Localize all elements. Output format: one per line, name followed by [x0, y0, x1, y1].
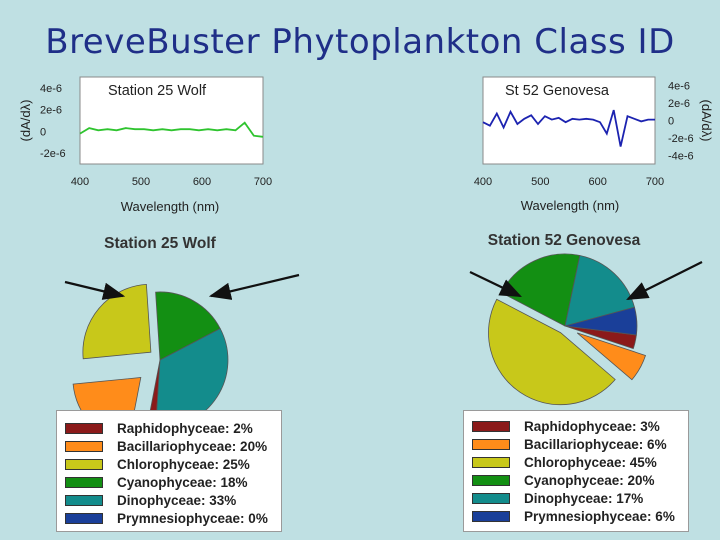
- legend-label: Raphidophyceae: 2%: [117, 420, 253, 436]
- y-tick-label: 4e-6: [40, 83, 62, 95]
- legend-label: Prymnesiophyceae: 0%: [117, 510, 268, 526]
- legend-item: Bacillariophyceae: 6%: [472, 435, 688, 453]
- legend-label: Chlorophyceae: 25%: [117, 456, 250, 472]
- legend-item: Chlorophyceae: 45%: [472, 453, 688, 471]
- legend-label: Bacillariophyceae: 20%: [117, 438, 268, 454]
- x-tick-label: 600: [193, 176, 211, 188]
- x-tick-label: 600: [588, 176, 606, 188]
- legend-label: Dinophyceae: 17%: [524, 490, 644, 506]
- legend-swatch: [472, 474, 510, 486]
- slide-title: BreveBuster Phytoplankton Class ID: [45, 22, 675, 62]
- pie-slice-chlorophyceae: [82, 283, 152, 360]
- legend-label: Chlorophyceae: 45%: [524, 454, 657, 470]
- y-tick-label: 0: [40, 126, 46, 138]
- pie-slice-prymnesiophyceae: [564, 306, 638, 336]
- x-tick-label: 500: [132, 176, 150, 188]
- legend-swatch: [472, 456, 510, 468]
- legend-swatch: [65, 494, 103, 506]
- y-axis-label: (dA/dλ): [18, 100, 33, 142]
- pie-legend-station-25: Raphidophyceae: 2% Bacillariophyceae: 20%…: [56, 410, 282, 532]
- plot-area: [79, 76, 264, 165]
- pie-title: Station 25 Wolf: [104, 235, 217, 252]
- y-tick-label: 2e-6: [668, 98, 690, 110]
- legend-item: Prymnesiophyceae: 0%: [65, 509, 281, 527]
- x-tick-label: 700: [254, 176, 272, 188]
- pie-legend-station-52: Raphidophyceae: 3% Bacillariophyceae: 6% C…: [463, 410, 689, 532]
- legend-swatch: [65, 512, 103, 524]
- legend-item: Prymnesiophyceae: 6%: [472, 507, 688, 525]
- legend-item: Raphidophyceae: 3%: [472, 417, 688, 435]
- pie-slice-cyanophyceae: [155, 291, 221, 361]
- x-tick-label: 700: [646, 176, 664, 188]
- chart-title: St 52 Genovesa: [505, 83, 610, 99]
- x-tick-label: 500: [531, 176, 549, 188]
- chart-title: Station 25 Wolf: [108, 83, 207, 99]
- y-axis-label: (dA/dλ): [699, 100, 714, 142]
- x-axis-label: Wavelength (nm): [121, 199, 220, 214]
- pointer-arrow: [626, 261, 703, 300]
- legend-item: Dinophyceae: 17%: [472, 489, 688, 507]
- y-tick-label: 0: [668, 116, 674, 128]
- y-tick-label: -2e-6: [40, 148, 66, 160]
- legend-swatch: [472, 492, 510, 504]
- pointer-arrow: [64, 280, 126, 300]
- y-tick-label: -4e-6: [668, 150, 694, 162]
- legend-item: Raphidophyceae: 2%: [65, 419, 281, 437]
- legend-swatch: [65, 476, 103, 488]
- pie-title: Station 52 Genovesa: [488, 232, 641, 249]
- legend-item: Chlorophyceae: 25%: [65, 455, 281, 473]
- pie-slice-chlorophyceae: [488, 298, 616, 406]
- pointer-arrow: [469, 271, 522, 297]
- legend-label: Dinophyceae: 33%: [117, 492, 237, 508]
- legend-item: Bacillariophyceae: 20%: [65, 437, 281, 455]
- legend-swatch: [472, 438, 510, 450]
- pie-slice-dinophyceae: [564, 255, 635, 327]
- legend-item: Dinophyceae: 33%: [65, 491, 281, 509]
- legend-item: Cyanophyceae: 20%: [472, 471, 688, 489]
- legend-swatch: [472, 510, 510, 522]
- legend-label: Cyanophyceae: 18%: [117, 474, 248, 490]
- x-tick-label: 400: [474, 176, 492, 188]
- legend-label: Bacillariophyceae: 6%: [524, 436, 667, 452]
- y-tick-label: 4e-6: [668, 81, 690, 93]
- y-tick-label: 2e-6: [40, 105, 62, 117]
- spectrum-line: [482, 109, 655, 147]
- legend-label: Cyanophyceae: 20%: [524, 472, 655, 488]
- x-axis-label: Wavelength (nm): [521, 198, 620, 213]
- legend-swatch: [65, 458, 103, 470]
- pointer-arrow: [208, 273, 300, 300]
- spectrum-line: [79, 121, 264, 138]
- legend-item: Cyanophyceae: 18%: [65, 473, 281, 491]
- y-tick-label: -2e-6: [668, 133, 694, 145]
- legend-swatch: [65, 440, 103, 452]
- legend-label: Prymnesiophyceae: 6%: [524, 508, 675, 524]
- legend-swatch: [472, 420, 510, 432]
- pie-slice-bacillariophyceae: [576, 332, 647, 381]
- x-tick-label: 400: [71, 176, 89, 188]
- legend-swatch: [65, 422, 103, 434]
- legend-label: Raphidophyceae: 3%: [524, 418, 660, 434]
